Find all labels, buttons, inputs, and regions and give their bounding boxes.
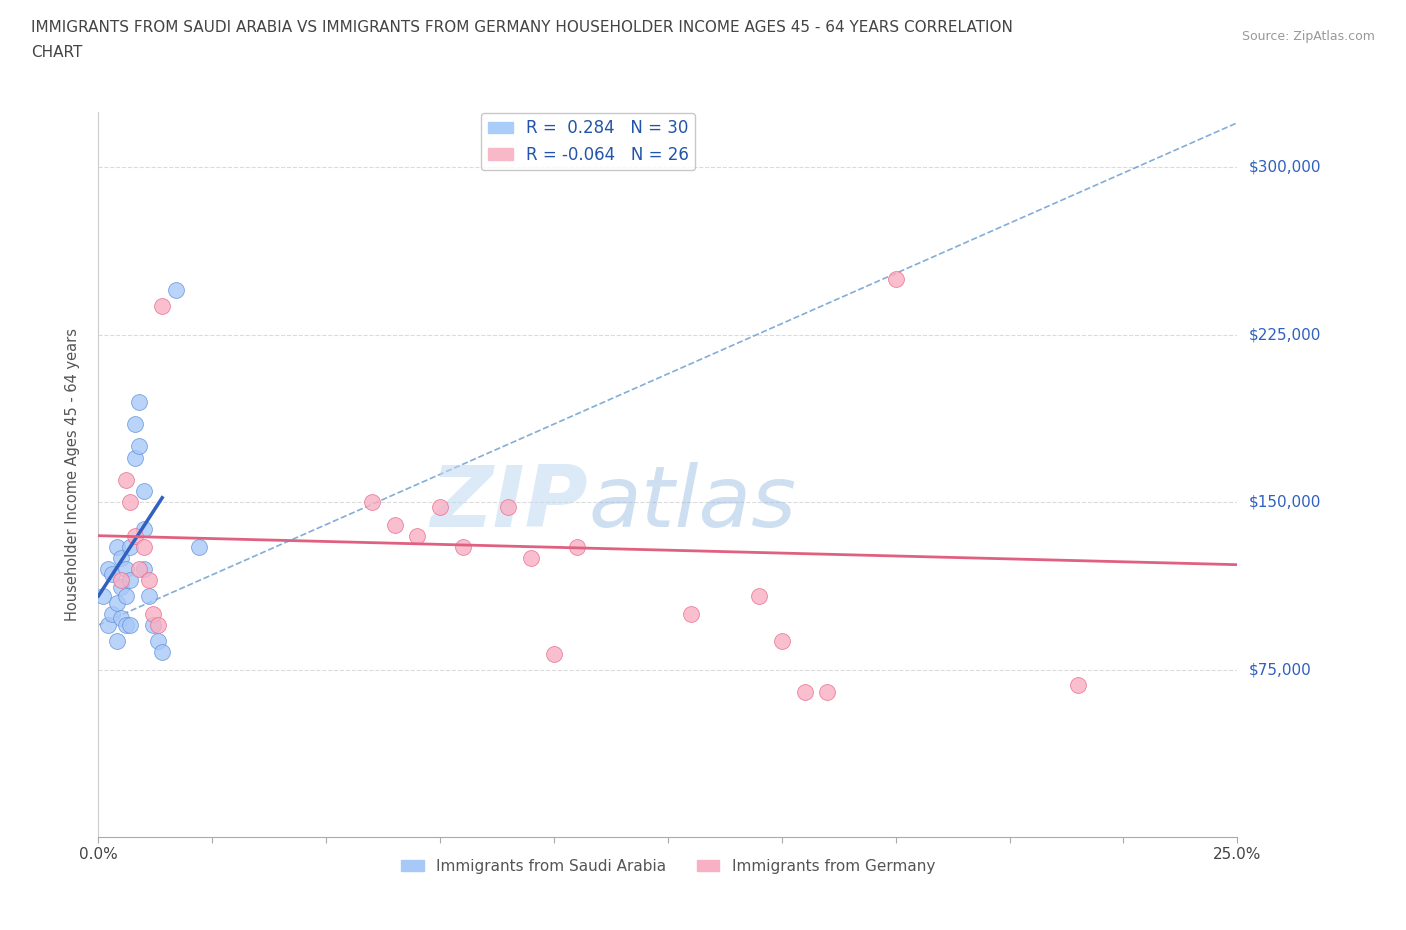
Point bbox=[114, 618, 136, 632]
Point bbox=[110, 611, 132, 626]
Point bbox=[96, 618, 118, 632]
Point bbox=[110, 551, 132, 565]
Point bbox=[565, 539, 588, 554]
Text: atlas: atlas bbox=[588, 462, 796, 545]
Point bbox=[120, 573, 142, 588]
Point bbox=[105, 595, 128, 610]
Y-axis label: Householder Income Ages 45 - 64 years: Householder Income Ages 45 - 64 years bbox=[65, 327, 80, 621]
Point bbox=[187, 539, 209, 554]
Point bbox=[101, 566, 124, 581]
Point bbox=[360, 495, 382, 510]
Point bbox=[142, 606, 165, 621]
Point bbox=[114, 589, 136, 604]
Point bbox=[91, 589, 114, 604]
Point bbox=[165, 283, 187, 298]
Point bbox=[498, 499, 520, 514]
Point bbox=[124, 528, 146, 543]
Point bbox=[120, 618, 142, 632]
Point bbox=[124, 450, 146, 465]
Point bbox=[384, 517, 406, 532]
Point bbox=[114, 472, 136, 487]
Point bbox=[815, 684, 838, 699]
Point bbox=[520, 551, 543, 565]
Point bbox=[406, 528, 429, 543]
Point bbox=[884, 272, 907, 286]
Point bbox=[132, 562, 155, 577]
Point bbox=[150, 644, 173, 659]
Point bbox=[451, 539, 474, 554]
Point bbox=[110, 573, 132, 588]
Point bbox=[105, 633, 128, 648]
Text: Source: ZipAtlas.com: Source: ZipAtlas.com bbox=[1241, 30, 1375, 43]
Point bbox=[138, 573, 160, 588]
Text: $225,000: $225,000 bbox=[1249, 327, 1320, 342]
Text: $300,000: $300,000 bbox=[1249, 160, 1320, 175]
Text: $75,000: $75,000 bbox=[1249, 662, 1312, 677]
Text: $150,000: $150,000 bbox=[1249, 495, 1320, 510]
Point bbox=[101, 606, 124, 621]
Point bbox=[132, 539, 155, 554]
Text: CHART: CHART bbox=[31, 45, 83, 60]
Point bbox=[120, 539, 142, 554]
Point bbox=[429, 499, 451, 514]
Text: ZIP: ZIP bbox=[430, 462, 588, 545]
Point bbox=[142, 618, 165, 632]
Point bbox=[128, 394, 150, 409]
Point bbox=[105, 539, 128, 554]
Point bbox=[132, 522, 155, 537]
Point bbox=[543, 646, 565, 661]
Point bbox=[110, 579, 132, 594]
Point bbox=[128, 562, 150, 577]
Point bbox=[679, 606, 702, 621]
Point bbox=[150, 299, 173, 313]
Point bbox=[96, 562, 118, 577]
Text: IMMIGRANTS FROM SAUDI ARABIA VS IMMIGRANTS FROM GERMANY HOUSEHOLDER INCOME AGES : IMMIGRANTS FROM SAUDI ARABIA VS IMMIGRAN… bbox=[31, 20, 1012, 35]
Point bbox=[114, 562, 136, 577]
Point bbox=[770, 633, 793, 648]
Point bbox=[124, 417, 146, 432]
Point bbox=[120, 495, 142, 510]
Point bbox=[132, 484, 155, 498]
Point bbox=[128, 439, 150, 454]
Point bbox=[1067, 678, 1090, 693]
Point bbox=[138, 589, 160, 604]
Legend: Immigrants from Saudi Arabia, Immigrants from Germany: Immigrants from Saudi Arabia, Immigrants… bbox=[395, 853, 941, 880]
Point bbox=[748, 589, 770, 604]
Point bbox=[146, 633, 169, 648]
Point bbox=[793, 684, 815, 699]
Point bbox=[146, 618, 169, 632]
